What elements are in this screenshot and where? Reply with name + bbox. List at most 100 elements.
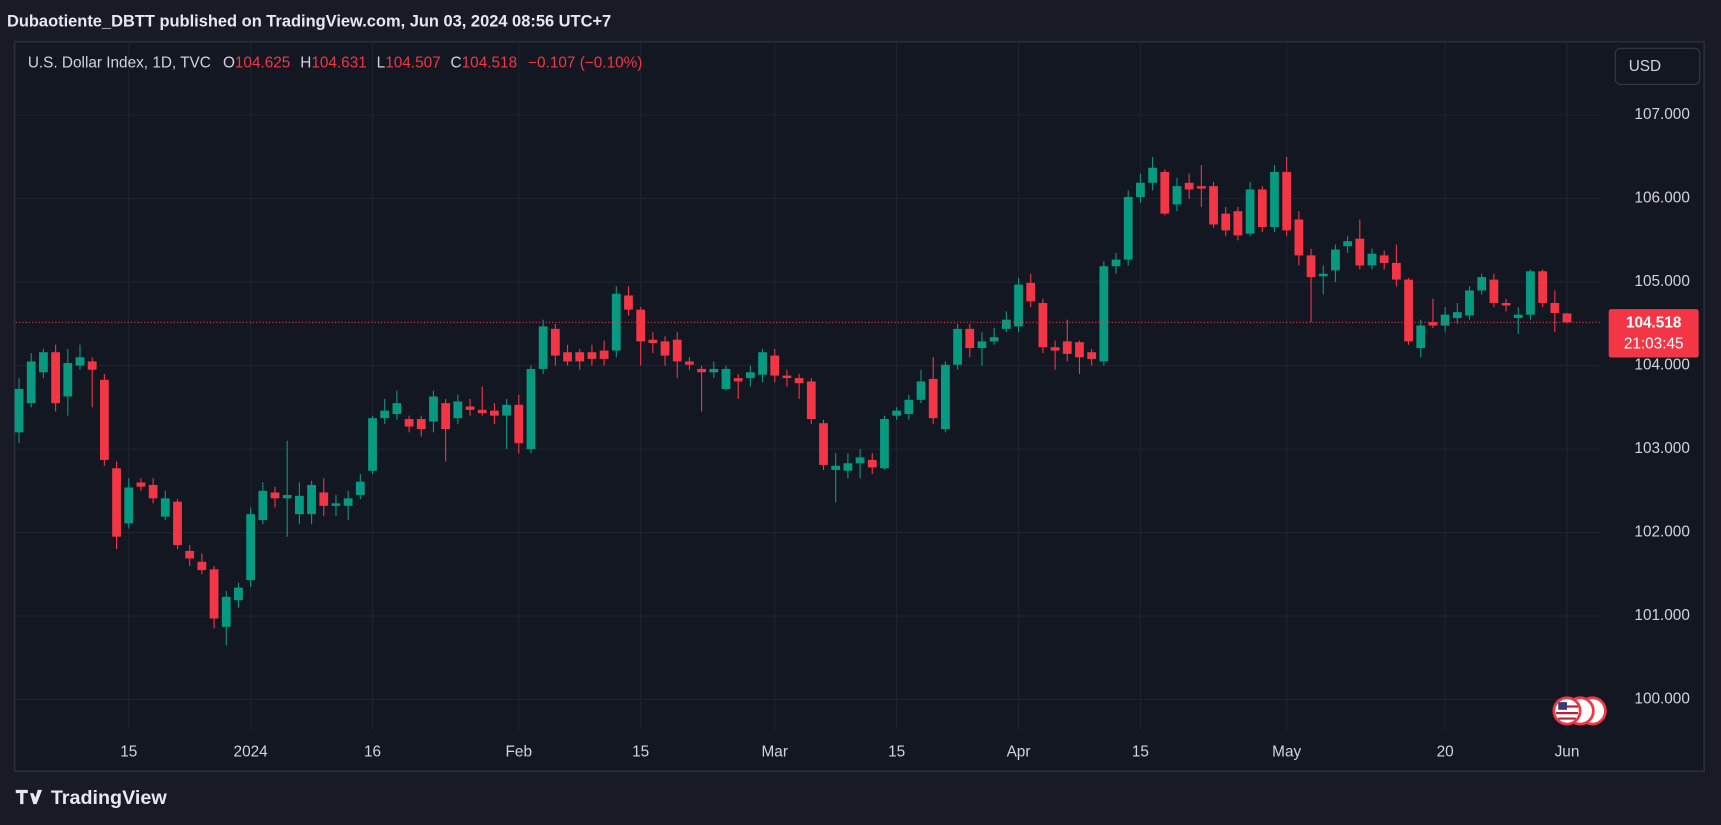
x-tick-label: Feb (506, 744, 532, 761)
candle-body (563, 352, 572, 362)
y-tick-label: 106.000 (1634, 190, 1689, 207)
ohlc-legend: U.S. Dollar Index, 1D, TVC O104.625 H104.6… (28, 55, 643, 72)
candle-body (831, 465, 841, 470)
candle-body (490, 410, 499, 416)
candle-body (1062, 341, 1072, 354)
candle-body (1148, 167, 1157, 183)
event-flags (1552, 696, 1607, 726)
candle-body (1050, 347, 1060, 351)
candle-body (733, 378, 743, 382)
candle-body (477, 409, 487, 414)
x-tick-label: 16 (364, 744, 381, 761)
candle-body (599, 350, 609, 359)
candle-body (636, 309, 646, 342)
candle-body (185, 550, 195, 559)
candle-body (1306, 255, 1316, 278)
candle-body (1172, 186, 1182, 205)
x-tick-label: 15 (1132, 744, 1149, 761)
candle-body (1160, 171, 1170, 214)
logo-mark (15, 789, 43, 805)
candle-body (1526, 271, 1535, 315)
candle-body (75, 357, 85, 366)
currency-button[interactable] (1614, 47, 1701, 86)
candle-body (51, 352, 60, 404)
candle-body (160, 498, 170, 517)
x-tick-label: 2024 (234, 744, 269, 761)
candle-body (1184, 182, 1194, 190)
y-tick-label: 104.000 (1634, 357, 1689, 374)
candle-body (1221, 213, 1231, 231)
candle-body (1489, 279, 1499, 303)
candle-body (685, 361, 694, 365)
candle-body (1075, 342, 1084, 358)
candle-body (1318, 273, 1328, 277)
candle-body (1136, 182, 1145, 197)
candle-body (1440, 314, 1450, 326)
candle-body (745, 372, 755, 379)
candle-body (1538, 271, 1548, 303)
candle-body (173, 501, 182, 546)
candle-body (1209, 186, 1218, 225)
candle-body (794, 378, 804, 384)
candle-body (1501, 302, 1511, 306)
candle-body (1391, 262, 1401, 280)
x-tick-label: Jun (1555, 744, 1580, 761)
change-value: −0.107 (−0.10%) (528, 55, 642, 72)
y-tick-label: 100.000 (1634, 691, 1689, 708)
candle-body (1477, 277, 1487, 291)
candle-body (928, 378, 938, 419)
candle-body (758, 352, 767, 375)
candle-body (1367, 253, 1377, 266)
candle-body (14, 388, 24, 433)
candle-body (904, 399, 914, 415)
candle-body (221, 596, 231, 627)
candle-body (1038, 302, 1048, 348)
y-tick-label: 101.000 (1634, 607, 1689, 624)
candle-body (1014, 284, 1023, 327)
candle-body (26, 361, 36, 404)
candle-body (270, 492, 280, 499)
candle-body (977, 341, 987, 349)
candle-body (112, 468, 121, 537)
candle-body (624, 295, 633, 310)
candle-body (611, 293, 621, 351)
x-tick-label: Mar (762, 744, 788, 761)
ohlc-key: C (451, 55, 462, 72)
candle-body (1196, 186, 1206, 189)
candle-body (880, 419, 889, 469)
candle-body (416, 419, 426, 430)
candle-body (1123, 196, 1133, 260)
flag-canton (1558, 702, 1568, 710)
candle-body (526, 368, 536, 450)
candle-body (234, 587, 243, 601)
x-tick-label: May (1272, 744, 1301, 761)
candle-body (465, 406, 475, 410)
candle-body (587, 352, 597, 359)
candle-body (916, 381, 926, 400)
candle-body (343, 498, 353, 506)
candle-body (965, 328, 975, 349)
candle-body (648, 339, 658, 344)
candle-body (989, 337, 999, 342)
candle-body (246, 514, 256, 581)
candle-body (39, 352, 48, 373)
candle-body (1257, 189, 1267, 228)
candle-body (867, 459, 877, 468)
candle-body (441, 403, 451, 430)
footer-brand: TradingView (51, 787, 168, 809)
candle-body (404, 419, 414, 427)
candle-body (892, 410, 902, 416)
x-tick-label: 20 (1437, 744, 1454, 761)
symbol-name: U.S. Dollar Index, 1D, TVC (28, 55, 211, 72)
countdown-label: 21:03:45 (1624, 335, 1684, 352)
y-tick-label: 102.000 (1634, 524, 1689, 541)
candle-body (87, 361, 97, 370)
candle-body (697, 368, 707, 373)
currency-label: USD (1629, 58, 1661, 75)
ohlc-value: 104.631 (311, 55, 366, 72)
candle-body (368, 418, 377, 471)
candle-body (709, 368, 719, 373)
x-tick-label: 15 (632, 744, 649, 761)
ohlc-key: L (377, 55, 386, 72)
